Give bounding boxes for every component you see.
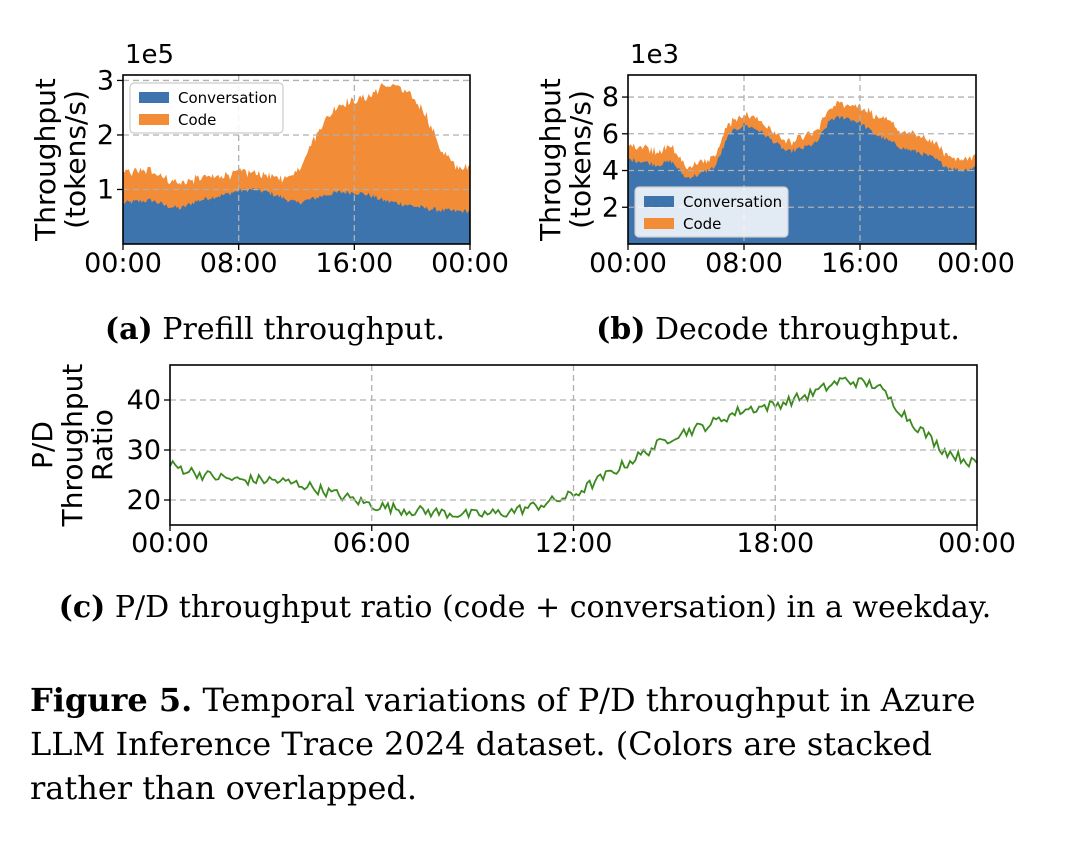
x-tick-label: 00:00 bbox=[84, 248, 162, 279]
x-tick-label: 16:00 bbox=[315, 248, 393, 279]
figure-caption-text: Temporal variations of P/D throughput in… bbox=[30, 681, 976, 807]
y-axis-label: Throughput bbox=[534, 78, 567, 242]
subcaption-a: (a) Prefill throughput. bbox=[105, 312, 445, 347]
series-conversation-area bbox=[123, 187, 470, 244]
x-tick-label: 00:00 bbox=[937, 248, 1015, 279]
y-axis-label: (tokens/s) bbox=[59, 90, 92, 229]
legend-label: Code bbox=[683, 215, 721, 233]
x-tick-label: 18:00 bbox=[736, 528, 814, 559]
y-tick-label: 1 bbox=[97, 174, 114, 205]
y-tick-label: 8 bbox=[602, 82, 619, 113]
x-tick-label: 00:00 bbox=[431, 248, 509, 279]
axes-frame bbox=[122, 74, 471, 245]
y-tick-label: 2 bbox=[97, 120, 114, 151]
plot-area bbox=[123, 83, 470, 244]
y-offset-text: 1e3 bbox=[630, 40, 679, 70]
legend-label: Conversation bbox=[178, 89, 277, 107]
x-tick-label: 06:00 bbox=[333, 528, 411, 559]
subcaption-b: (b) Decode throughput. bbox=[596, 312, 960, 347]
y-tick-label: 40 bbox=[127, 385, 161, 416]
panel-c-ratio-chart: 00:00 06:00 12:00 18:00 00:00 20 30 40 P/DThroug… bbox=[26, 364, 1016, 559]
legend-swatch bbox=[644, 218, 674, 229]
y-tick-label: 30 bbox=[127, 435, 161, 466]
y-tick-label: 3 bbox=[97, 65, 114, 96]
legend-swatch bbox=[139, 114, 169, 125]
y-axis-label: (tokens/s) bbox=[564, 90, 597, 229]
axes-frame bbox=[627, 74, 977, 245]
legend-label: Code bbox=[178, 111, 216, 129]
y-tick-label: 4 bbox=[602, 156, 619, 187]
x-tick-label: 12:00 bbox=[535, 528, 613, 559]
y-tick-label: 2 bbox=[602, 192, 619, 223]
y-axis-label: Throughput bbox=[56, 364, 89, 528]
figure-label: Figure 5. bbox=[30, 681, 193, 719]
legend-swatch bbox=[139, 92, 169, 103]
y-tick-label: 6 bbox=[602, 119, 619, 150]
y-tick-label: 20 bbox=[127, 485, 161, 516]
x-tick-label: 00:00 bbox=[938, 528, 1016, 559]
figure-caption: Figure 5. Temporal variations of P/D thr… bbox=[30, 678, 1040, 810]
axes-frame bbox=[169, 364, 978, 526]
y-axis-label: Throughput bbox=[29, 78, 62, 242]
legend-swatch bbox=[644, 196, 674, 207]
y-offset-text: 1e5 bbox=[125, 40, 174, 70]
subcaption-c: (c) P/D throughput ratio (code + convers… bbox=[59, 590, 992, 625]
x-tick-label: 08:00 bbox=[200, 248, 278, 279]
panel-b-decode-chart: 00:00 08:00 16:00 00:00 2 4 6 8 Throughput(token… bbox=[534, 40, 1015, 279]
legend-label: Conversation bbox=[683, 193, 782, 211]
y-axis-label: P/D bbox=[26, 421, 59, 469]
y-axis-label: Ratio bbox=[86, 409, 119, 481]
x-tick-label: 08:00 bbox=[705, 248, 783, 279]
x-tick-label: 00:00 bbox=[131, 528, 209, 559]
x-tick-label: 16:00 bbox=[821, 248, 899, 279]
panel-a-prefill-chart: 00:00 08:00 16:00 00:00 1 2 3 Throughput(tokens… bbox=[29, 40, 509, 279]
x-tick-label: 00:00 bbox=[589, 248, 667, 279]
